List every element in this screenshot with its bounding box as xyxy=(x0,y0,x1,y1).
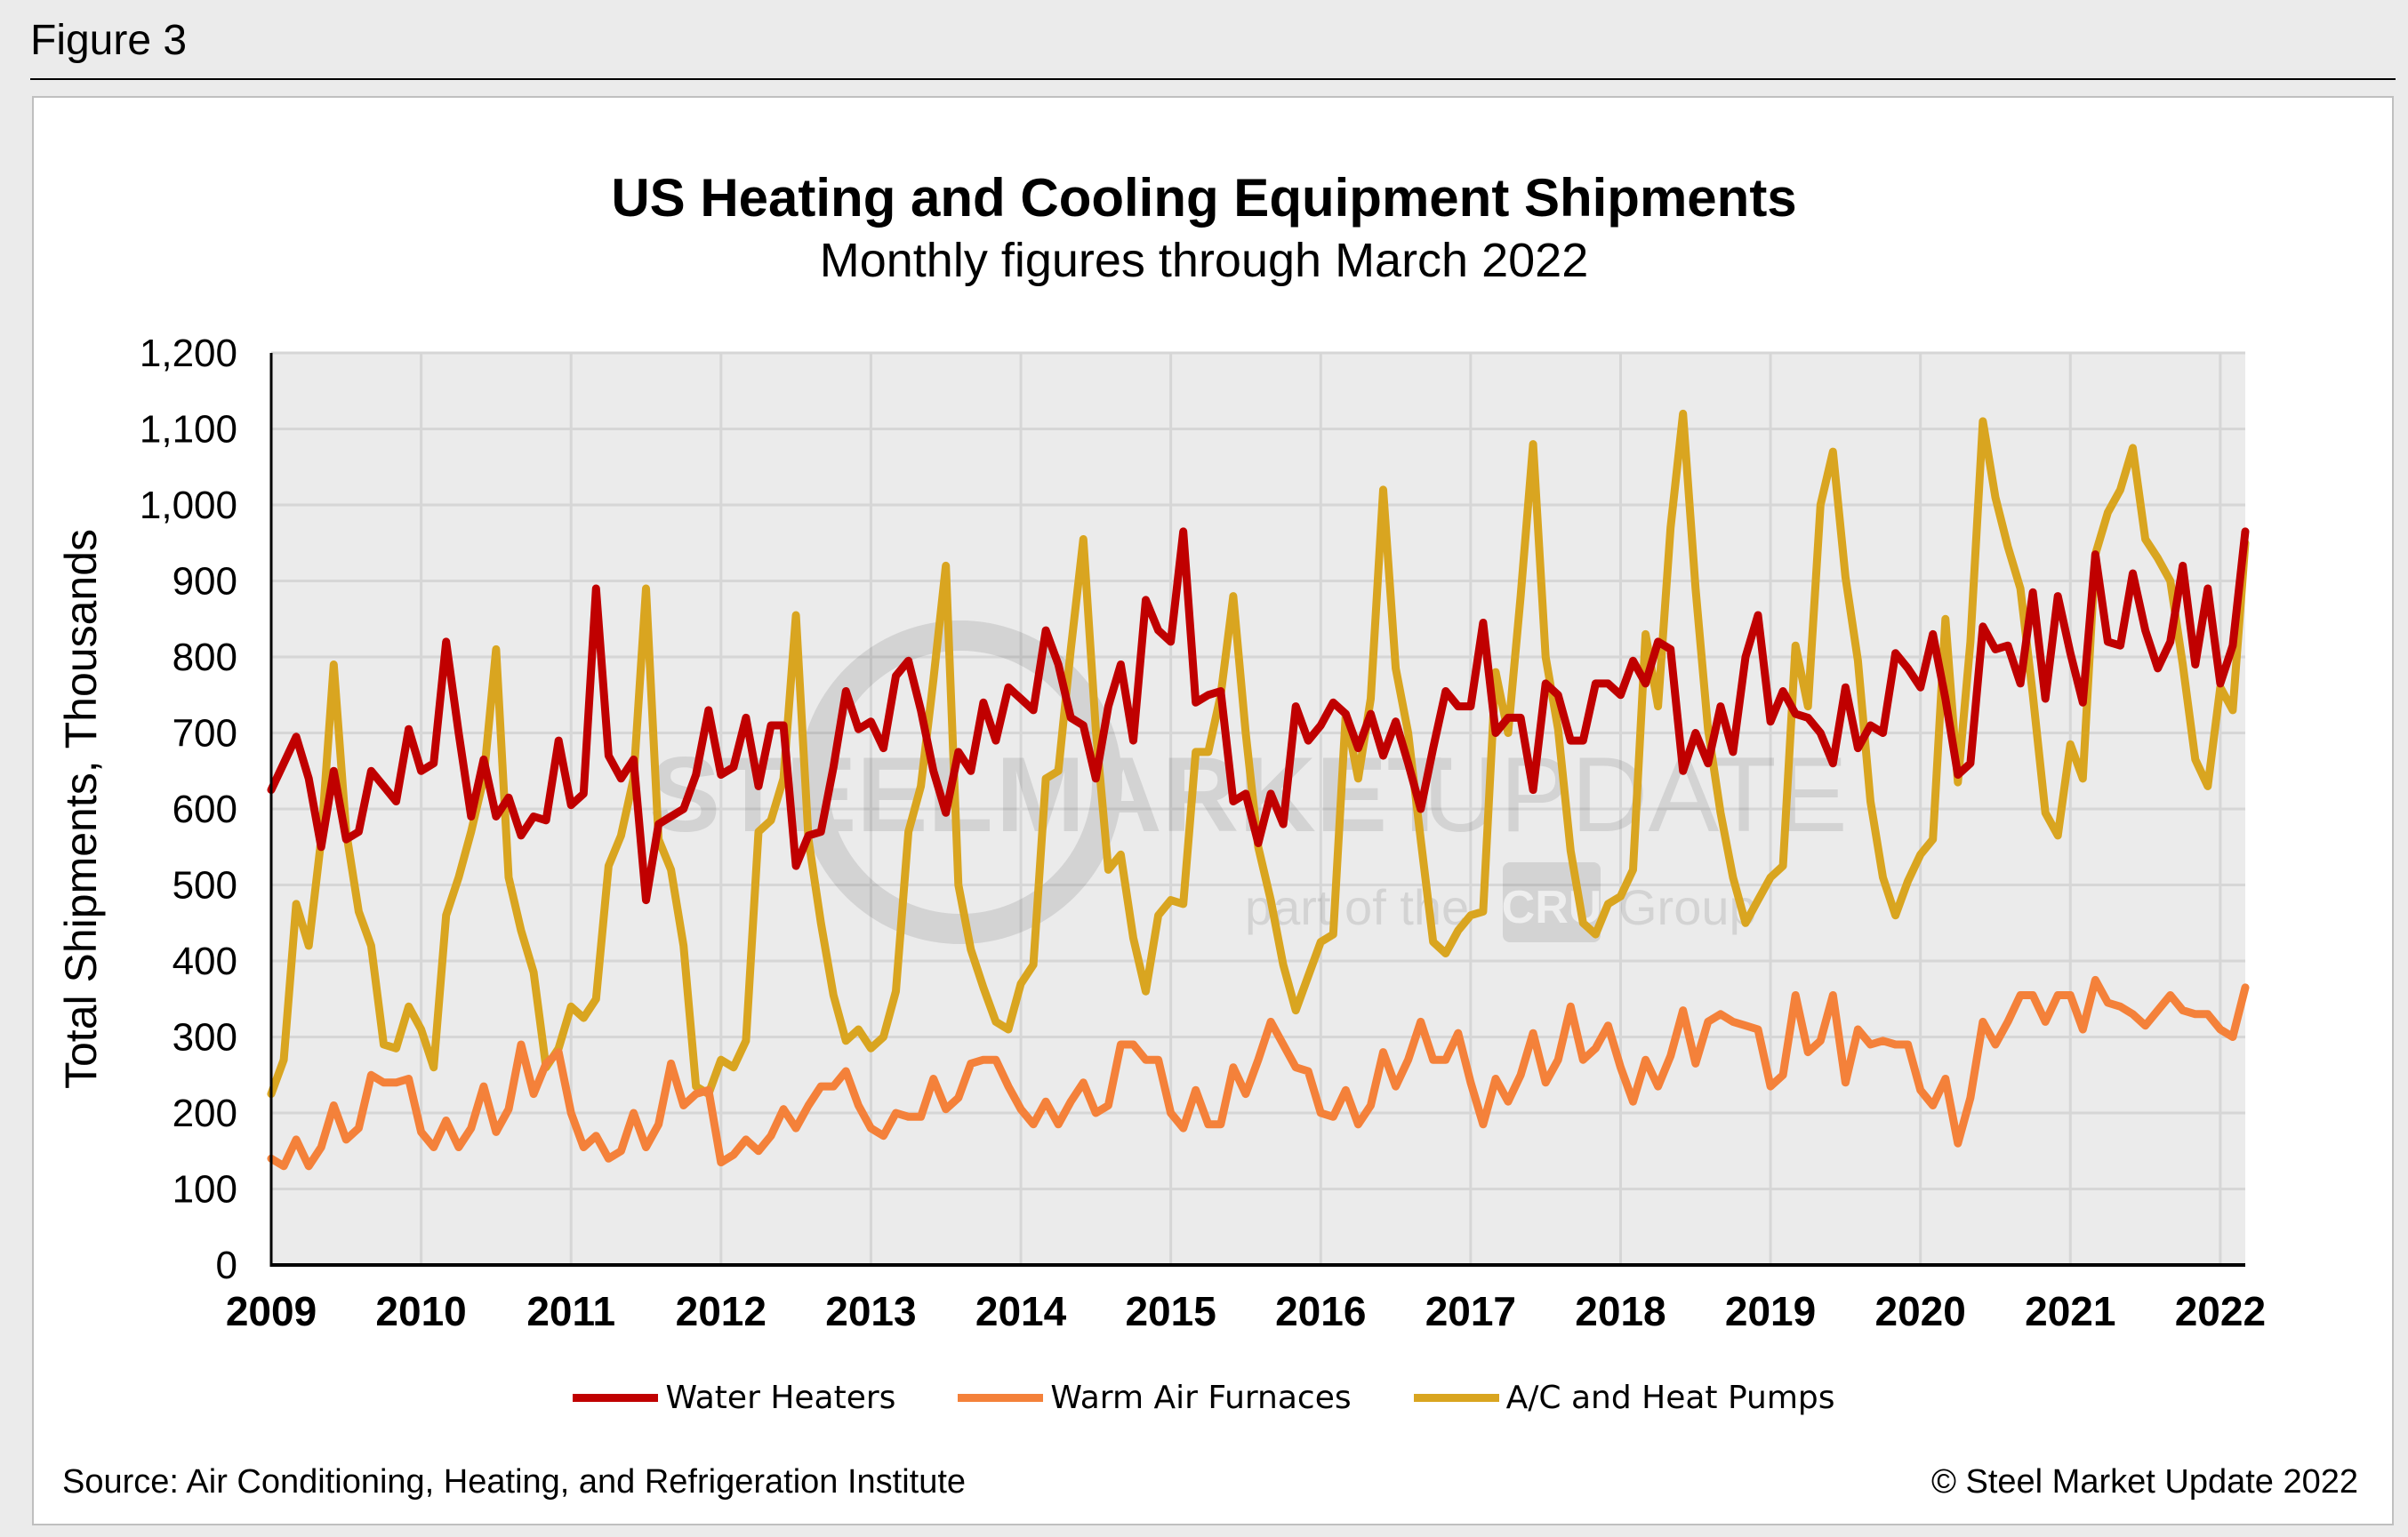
x-tick-label: 2010 xyxy=(375,1288,466,1334)
x-tick-label: 2013 xyxy=(825,1288,916,1334)
x-tick-label: 2021 xyxy=(2025,1288,2115,1334)
x-tick-label: 2015 xyxy=(1125,1288,1216,1334)
y-tick-label: 0 xyxy=(216,1244,237,1287)
chart-title: US Heating and Cooling Equipment Shipmen… xyxy=(611,168,1797,228)
chart-subtitle: Monthly figures through March 2022 xyxy=(819,234,1589,287)
series-line-warm-air-furnaces xyxy=(267,975,2250,1171)
y-tick-labels: 0 100 200 300 400 500 600 700 800 900 1,000 1,100 1,… xyxy=(140,332,237,1287)
y-tick-label: 400 xyxy=(173,940,237,983)
y-tick-label: 700 xyxy=(173,712,237,756)
x-tick-label: 2019 xyxy=(1725,1288,1816,1334)
legend-swatch-ac-heat-pumps xyxy=(1413,1394,1499,1402)
y-tick-label: 100 xyxy=(173,1168,237,1212)
y-tick-label: 200 xyxy=(173,1092,237,1135)
x-tick-label: 2012 xyxy=(676,1288,767,1334)
y-tick-label: 500 xyxy=(173,864,237,908)
legend-label-water-heaters: Water Heaters xyxy=(665,1380,896,1416)
legend-item-water-heaters: Water Heaters xyxy=(573,1380,895,1416)
legend-swatch-water-heaters xyxy=(573,1394,659,1402)
series-lines xyxy=(267,409,2250,1171)
x-tick-label: 2009 xyxy=(226,1288,317,1334)
y-tick-label: 1,000 xyxy=(140,484,237,527)
figure-label: Figure 3 xyxy=(30,17,188,64)
x-tick-label: 2016 xyxy=(1275,1288,1366,1334)
x-tick-label: 2020 xyxy=(1875,1288,1966,1334)
legend-swatch-warm-air-furnaces xyxy=(958,1394,1044,1402)
x-tick-labels: 2009 2010 2011 2012 2013 2014 2015 2016 2017 2018… xyxy=(226,1288,2266,1334)
y-tick-label: 1,200 xyxy=(140,332,237,375)
y-tick-label: 300 xyxy=(173,1016,237,1060)
x-tick-label: 2014 xyxy=(975,1288,1067,1334)
copyright-note: © Steel Market Update 2022 xyxy=(1930,1463,2358,1501)
y-tick-label: 600 xyxy=(173,788,237,831)
figure-rule xyxy=(30,78,2396,80)
y-tick-label: 800 xyxy=(173,636,237,679)
y-tick-label: 1,100 xyxy=(140,408,237,452)
y-tick-label: 900 xyxy=(173,560,237,604)
source-note: Source: Air Conditioning, Heating, and R… xyxy=(62,1463,967,1501)
watermark-circle xyxy=(799,620,1122,944)
legend: Water Heaters Warm Air Furnaces A/C and … xyxy=(0,1380,2408,1416)
x-tick-label: 2022 xyxy=(2175,1288,2266,1334)
series-line-water-heaters xyxy=(267,527,2250,905)
legend-item-ac-heat-pumps: A/C and Heat Pumps xyxy=(1413,1380,1835,1416)
x-tick-label: 2011 xyxy=(526,1288,615,1334)
legend-item-warm-air-furnaces: Warm Air Furnaces xyxy=(958,1380,1352,1416)
legend-label-ac-heat-pumps: A/C and Heat Pumps xyxy=(1505,1380,1835,1416)
x-tick-label: 2017 xyxy=(1425,1288,1516,1334)
y-axis-label: Total Shipments, Thousands xyxy=(56,529,106,1089)
legend-label-warm-air-furnaces: Warm Air Furnaces xyxy=(1050,1380,1352,1416)
x-tick-label: 2018 xyxy=(1575,1288,1666,1334)
